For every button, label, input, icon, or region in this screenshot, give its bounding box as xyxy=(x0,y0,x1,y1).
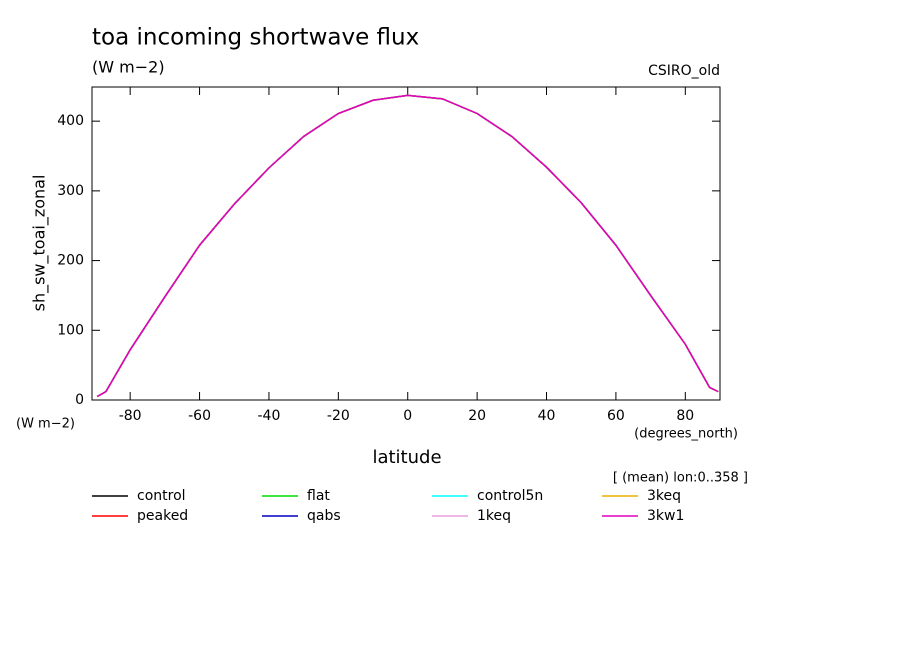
x-tick-label: -80 xyxy=(119,408,142,424)
y-tick-label: 200 xyxy=(57,253,84,269)
legend-label: 1keq xyxy=(477,508,511,524)
plot-frame xyxy=(91,86,721,401)
y-tick-label: 300 xyxy=(57,183,84,199)
y-units: (W m−2) xyxy=(16,417,75,432)
x-tick-label: 80 xyxy=(676,408,694,424)
x-tick-label: 60 xyxy=(607,408,625,424)
note: [ (mean) lon:0..358 ] xyxy=(613,471,748,486)
series-line xyxy=(96,94,719,398)
x-tick-label: 0 xyxy=(403,408,412,424)
series-line xyxy=(96,94,719,398)
series-line xyxy=(96,94,719,398)
y-tick-label: 400 xyxy=(57,113,84,129)
x-units: (degrees_north) xyxy=(634,427,738,442)
series-line xyxy=(96,94,719,398)
legend-label: qabs xyxy=(307,508,341,524)
x-axis-label: latitude xyxy=(372,447,441,468)
series-line xyxy=(96,94,719,398)
legend-label: control5n xyxy=(477,488,543,504)
source: CSIRO_old xyxy=(648,63,720,79)
legend-label: flat xyxy=(307,488,330,504)
y-tick-label: 0 xyxy=(75,392,84,408)
legend-label: 3keq xyxy=(647,488,681,504)
y-tick-label: 100 xyxy=(57,322,84,338)
series-line xyxy=(96,94,719,398)
y-axis-label: sh_sw_toai_zonal xyxy=(30,175,50,312)
legend-label: 3kw1 xyxy=(647,508,684,524)
x-tick-label: -20 xyxy=(327,408,350,424)
x-tick-label: -60 xyxy=(188,408,211,424)
x-tick-label: 20 xyxy=(468,408,486,424)
chart-subtitle: (W m−2) xyxy=(92,58,165,77)
chart-title: toa incoming shortwave flux xyxy=(92,25,419,51)
series-line xyxy=(96,94,719,398)
legend-label: peaked xyxy=(137,508,188,524)
x-tick-label: -40 xyxy=(258,408,281,424)
x-tick-label: 40 xyxy=(538,408,556,424)
legend-label: control xyxy=(137,488,186,504)
series-line xyxy=(96,94,719,398)
